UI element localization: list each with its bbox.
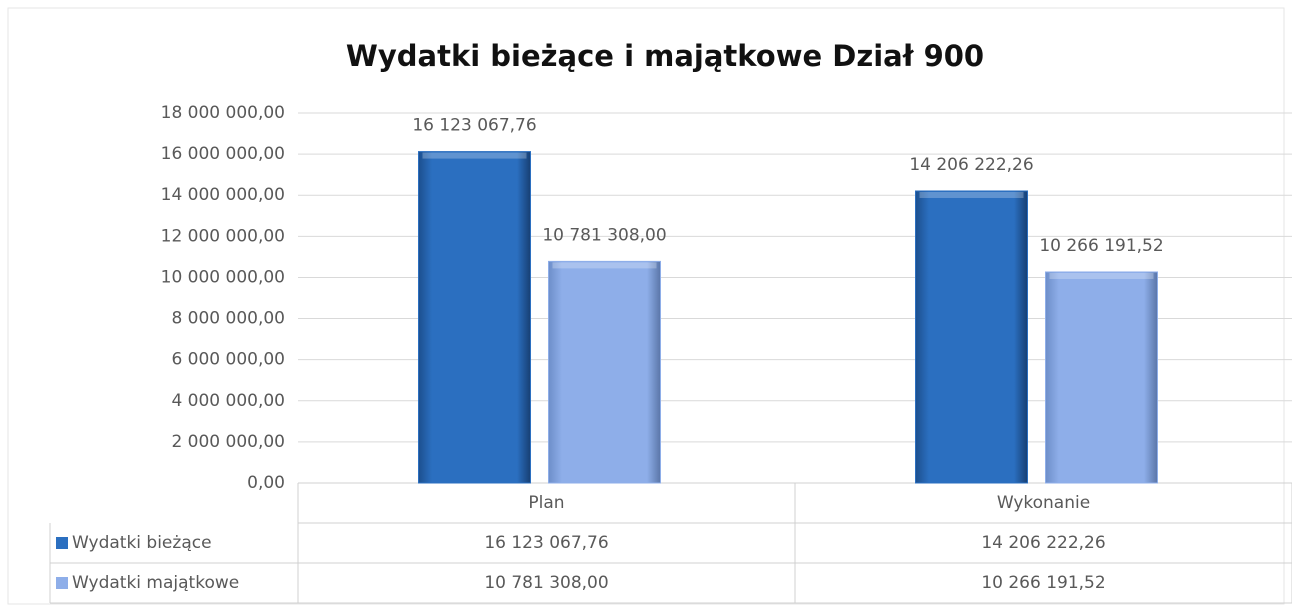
- legend-label: Wydatki bieżące: [72, 533, 212, 553]
- bar: [548, 260, 661, 484]
- bar-bevel: [1049, 272, 1154, 279]
- x-tick-label: Plan: [528, 493, 564, 513]
- table-cell: 10 266 191,52: [981, 573, 1105, 593]
- table-cell: 10 781 308,00: [484, 573, 608, 593]
- table-cell: 16 123 067,76: [484, 533, 608, 553]
- legend-key: [56, 537, 68, 549]
- bar: [418, 151, 531, 484]
- y-tick-label: 4 000 000,00: [171, 391, 285, 411]
- y-tick-label: 10 000 000,00: [161, 267, 285, 287]
- y-tick-label: 2 000 000,00: [171, 432, 285, 452]
- y-tick-label: 0,00: [247, 473, 285, 493]
- data-label: 10 266 191,52: [1039, 236, 1163, 256]
- y-tick-label: 14 000 000,00: [161, 185, 285, 205]
- bar: [1045, 271, 1158, 484]
- legend-label: Wydatki majątkowe: [72, 573, 239, 593]
- bar: [915, 190, 1028, 484]
- y-tick-label: 12 000 000,00: [161, 226, 285, 246]
- legend-key: [56, 577, 68, 589]
- y-tick-label: 16 000 000,00: [161, 144, 285, 164]
- bar-bevel: [422, 152, 527, 159]
- bar-bevel: [919, 191, 1024, 198]
- x-tick-label: Wykonanie: [997, 493, 1090, 513]
- y-tick-label: 8 000 000,00: [171, 309, 285, 329]
- y-tick-label: 18 000 000,00: [161, 103, 285, 123]
- table-cell: 14 206 222,26: [981, 533, 1105, 553]
- bar-bevel: [552, 262, 657, 269]
- y-tick-label: 6 000 000,00: [171, 350, 285, 370]
- data-label: 16 123 067,76: [412, 116, 536, 136]
- chart-title: Wydatki bieżące i majątkowe Dział 900: [346, 39, 984, 73]
- chart-border: [7, 7, 1285, 605]
- data-label: 10 781 308,00: [542, 225, 666, 245]
- data-label: 14 206 222,26: [909, 155, 1033, 175]
